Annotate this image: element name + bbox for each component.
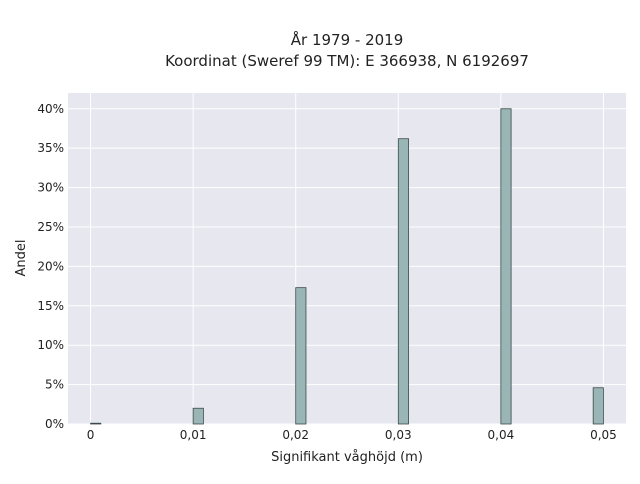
x-tick-label: 0,04: [488, 428, 515, 442]
histogram-bar: [295, 287, 307, 425]
histogram-bar: [500, 108, 512, 425]
histogram-bar: [90, 422, 102, 425]
y-tick-label: 20%: [37, 259, 64, 273]
chart-title-line-1: År 1979 - 2019: [291, 30, 404, 49]
y-tick-label: 40%: [37, 102, 64, 116]
histogram-bar: [397, 138, 409, 425]
tick-layer: 0% 5% 10% 15% 20% 25% 30% 35% 40% 0 0,01 0,02 0,03 0,…: [37, 102, 616, 442]
x-tick-label: 0,05: [590, 428, 617, 442]
chart-title-line-2: Koordinat (Sweref 99 TM): E 366938, N 61…: [165, 52, 529, 70]
plot-area: [68, 93, 626, 424]
y-tick-label: 0%: [45, 417, 64, 431]
histogram-bar: [192, 407, 204, 425]
y-tick-label: 15%: [37, 299, 64, 313]
y-tick-label: 30%: [37, 181, 64, 195]
histogram-bar: [592, 387, 604, 425]
y-axis-label: Andel: [14, 240, 29, 277]
x-tick-label: 0: [87, 428, 95, 442]
x-tick-label: 0,01: [180, 428, 207, 442]
y-tick-label: 35%: [37, 141, 64, 155]
x-tick-label: 0,02: [282, 428, 309, 442]
bar-layer: [90, 108, 604, 425]
y-tick-label: 10%: [37, 338, 64, 352]
x-tick-label: 0,03: [385, 428, 412, 442]
y-tick-label: 5%: [45, 378, 64, 392]
x-axis-label: Signifikant våghöjd (m): [271, 450, 423, 465]
y-tick-label: 25%: [37, 220, 64, 234]
